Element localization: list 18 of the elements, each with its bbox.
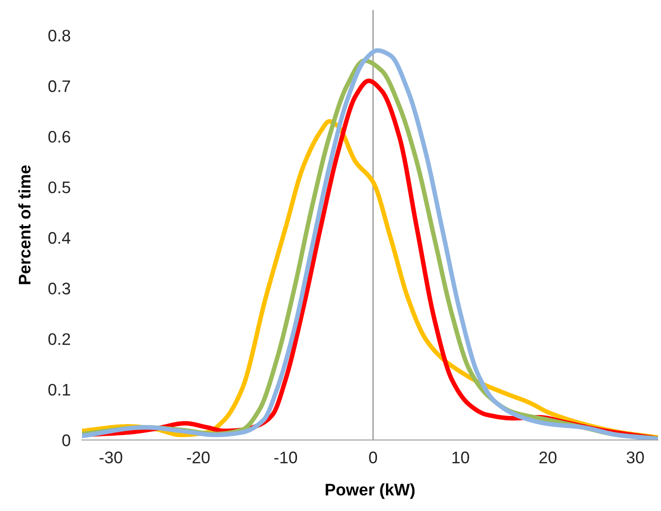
y-tick-label: 0.5 (48, 181, 70, 194)
y-tick-label: 0.3 (48, 282, 70, 294)
x-tick-label: 30 (626, 452, 644, 464)
x-tick-label: 10 (452, 452, 470, 464)
y-tick-label: 0.4 (48, 232, 70, 244)
x-tick-label: -30 (100, 452, 122, 464)
x-tick-label: -10 (274, 452, 298, 464)
y-axis-title: Percent of time (18, 165, 31, 284)
y-tick-label: 0.6 (48, 130, 70, 143)
x-tick-label: 20 (539, 452, 556, 464)
x-tick-label: -20 (186, 452, 210, 464)
y-tick-label: 0.7 (48, 80, 70, 92)
y-tick-label: 0 (62, 434, 70, 446)
y-tick-label: 0.1 (48, 384, 70, 396)
x-tick-label: 0 (369, 452, 378, 464)
x-axis-title: Power (kW) (326, 483, 415, 499)
y-tick-label: 0.2 (48, 333, 70, 346)
y-tick-label: 0.8 (48, 30, 70, 42)
